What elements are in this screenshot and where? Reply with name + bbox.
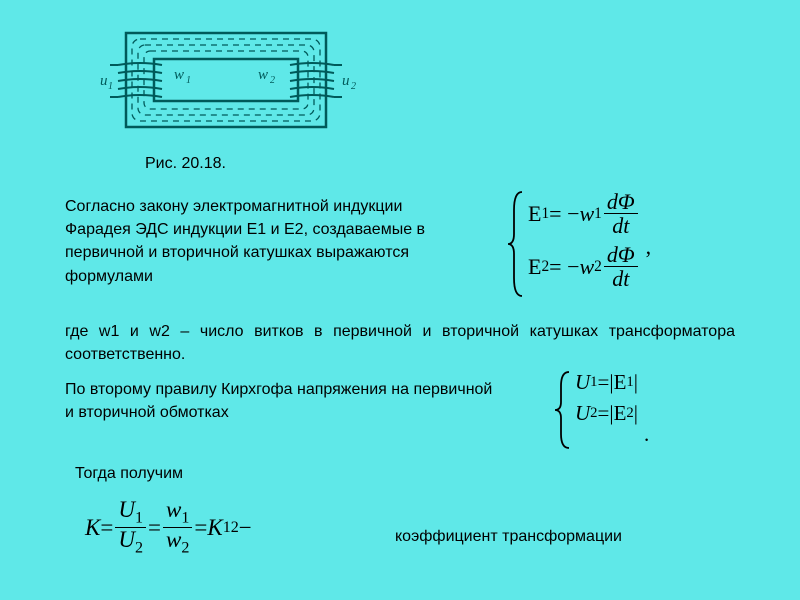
svg-text:2: 2 (270, 75, 275, 86)
w2-den-sub: 2 (181, 540, 189, 557)
u1-sub: 1 (590, 374, 597, 391)
e1-abs-sub: 1 (626, 374, 633, 391)
svg-text:1: 1 (108, 81, 113, 92)
svg-text:w: w (258, 67, 268, 83)
dphi-num-1: dΦ (604, 190, 638, 213)
k-dash: − (239, 515, 252, 541)
equations-emf: E1 = − w1 dΦ dt E2 = − w2 dΦ dt , (508, 190, 651, 303)
emf-trailing-comma: , (646, 234, 652, 260)
svg-text:w: w (174, 67, 184, 83)
abs-r2: | (634, 401, 638, 426)
equation-k: K = U1 U2 = w1 w2 = K12 − (85, 498, 252, 564)
u2-symbol: U (575, 401, 590, 426)
svg-text:u: u (342, 73, 350, 89)
eq-u2: = (598, 401, 610, 426)
w1-sub: 1 (594, 205, 602, 223)
e1-symbol: E (528, 201, 541, 227)
e2-abs-sub: 2 (626, 405, 633, 422)
e1-sub: 1 (541, 205, 549, 223)
k12-symbol: K (207, 515, 222, 541)
k-caption: коэффициент трансформации (395, 528, 622, 546)
eq-sign-1: = − (549, 201, 579, 227)
dphi-num-2: dΦ (604, 243, 638, 266)
voltage-period: . (644, 422, 649, 455)
w1-symbol: w (579, 201, 594, 227)
paragraph-kirchhoff: По второму правилу Кирхгофа напряжения н… (65, 378, 505, 424)
u2-sub: 2 (590, 405, 597, 422)
k-symbol: K (85, 515, 100, 541)
svg-text:u: u (100, 73, 108, 89)
w1-num: w (166, 497, 181, 522)
w1-num-sub: 1 (181, 510, 189, 527)
eq-sign-2: = − (549, 254, 579, 280)
w2-symbol: w (579, 254, 594, 280)
w2-den: w (166, 527, 181, 552)
equations-voltage: U1 = |E1| U2 = |E2| . (555, 370, 649, 455)
svg-text:2: 2 (351, 81, 356, 92)
svg-text:1: 1 (186, 75, 191, 86)
eq-k1: = (100, 515, 113, 541)
u1-num-sub: 1 (135, 510, 143, 527)
k12-sub: 12 (223, 519, 239, 537)
e2-symbol: E (528, 254, 541, 280)
abs-r1: | (634, 370, 638, 395)
eq-u1: = (598, 370, 610, 395)
e1-abs: E (614, 370, 627, 395)
u2-den: U (118, 527, 135, 552)
u1-symbol: U (575, 370, 590, 395)
paragraph-where-w: где w1 и w2 – число витков в первичной и… (65, 320, 735, 366)
eq-k3: = (194, 515, 207, 541)
dt-den-2: dt (604, 266, 638, 290)
eq-k2: = (148, 515, 161, 541)
figure-caption: Рис. 20.18. (145, 155, 226, 173)
dt-den-1: dt (604, 213, 638, 237)
w2-sub: 2 (594, 258, 602, 276)
u2-den-sub: 2 (135, 540, 143, 557)
paragraph-faraday: Согласно закону электромагнитной индукци… (65, 195, 465, 288)
e2-sub: 2 (541, 258, 549, 276)
u1-num: U (118, 497, 135, 522)
paragraph-then: Тогда получим (75, 462, 375, 485)
transformer-diagram: u 1 w 1 w 2 u 2 (96, 25, 356, 135)
e2-abs: E (614, 401, 627, 426)
